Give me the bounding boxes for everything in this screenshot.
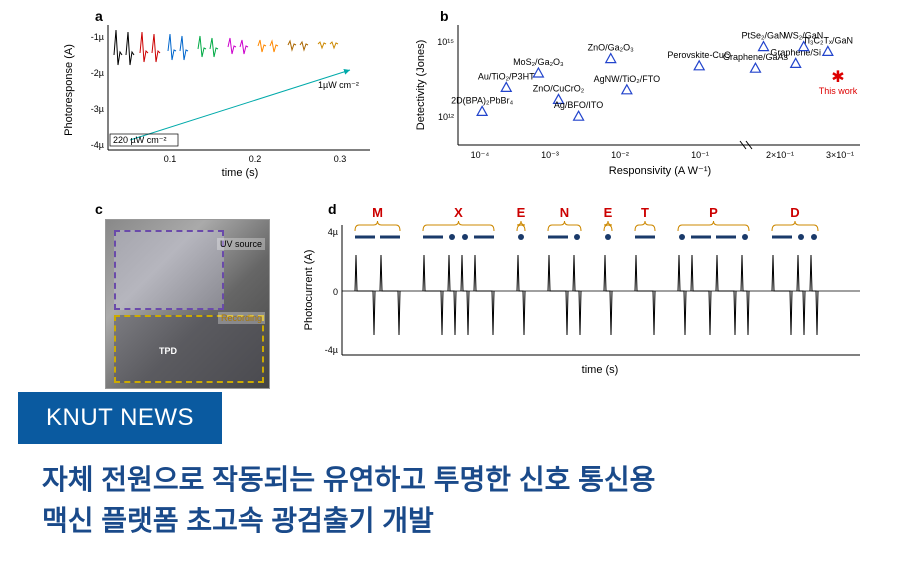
- svg-text:Au/TiO₂/P3HT: Au/TiO₂/P3HT: [478, 71, 535, 81]
- svg-text:-2µ: -2µ: [91, 68, 104, 78]
- headline-line2: 맥신 플랫폼 초고속 광검출기 개발: [42, 501, 655, 542]
- svg-text:MoS₂/Ga₂O₃: MoS₂/Ga₂O₃: [513, 57, 564, 67]
- svg-text:E: E: [517, 205, 526, 220]
- svg-text:D: D: [790, 205, 799, 220]
- panel-c-label: c: [95, 201, 103, 217]
- uv-source-label: UV source: [217, 238, 265, 250]
- recording-label: Recording: [218, 312, 265, 324]
- panel-d-label: d: [328, 201, 337, 217]
- svg-text:4µ: 4µ: [328, 227, 338, 237]
- svg-text:-4µ: -4µ: [325, 345, 338, 355]
- headline: 자체 전원으로 작동되는 유연하고 투명한 신호 통신용 맥신 플랫폼 초고속 …: [42, 460, 655, 541]
- panel-d-chart: 4µ 0 -4µ time (s) Photocurrent (A) M X E N E…: [300, 205, 870, 385]
- svg-text:10⁻²: 10⁻²: [611, 150, 629, 160]
- panel-b: b 10¹² 10¹⁵ 10⁻⁴ 10⁻³ 10⁻² 10⁻¹ 2×10⁻¹ 3…: [410, 10, 870, 180]
- svg-text:10⁻¹: 10⁻¹: [691, 150, 709, 160]
- morse-pulses: MXENETPD: [355, 205, 818, 335]
- svg-text:0: 0: [333, 287, 338, 297]
- annotation-high: 1µW cm⁻²: [318, 80, 359, 90]
- svg-text:N: N: [560, 205, 569, 220]
- svg-text:T: T: [641, 205, 649, 220]
- svg-text:10⁻³: 10⁻³: [541, 150, 559, 160]
- svg-text:E: E: [604, 205, 613, 220]
- svg-text:PtSe₂/GaN: PtSe₂/GaN: [742, 31, 786, 41]
- tpd-label: TPD: [156, 345, 180, 357]
- annotation-low: 220 µW cm⁻²: [113, 135, 166, 145]
- svg-text:Graphene/Si: Graphene/Si: [770, 47, 821, 57]
- svg-text:10¹⁵: 10¹⁵: [437, 37, 454, 47]
- svg-text:M: M: [372, 205, 383, 220]
- svg-text:0.3: 0.3: [334, 154, 347, 164]
- svg-text:Ti₃C₂Tₓ/GaN: Ti₃C₂Tₓ/GaN: [803, 35, 853, 45]
- panel-b-chart: 10¹² 10¹⁵ 10⁻⁴ 10⁻³ 10⁻² 10⁻¹ 2×10⁻¹ 3×1…: [410, 10, 870, 180]
- panel-d-xlabel: time (s): [582, 364, 619, 376]
- panel-d-ylabel: Photocurrent (A): [303, 250, 315, 331]
- svg-text:10¹²: 10¹²: [438, 112, 454, 122]
- svg-text:ZnO/Ga₂O₃: ZnO/Ga₂O₃: [588, 43, 635, 53]
- svg-text:X: X: [454, 205, 463, 220]
- svg-text:This work: This work: [819, 86, 858, 96]
- svg-text:0.1: 0.1: [164, 154, 177, 164]
- panel-a-label: a: [95, 8, 103, 24]
- panel-b-label: b: [440, 8, 449, 24]
- svg-text:-1µ: -1µ: [91, 32, 104, 42]
- this-work-marker: ✱ This work: [819, 69, 858, 96]
- svg-text:2×10⁻¹: 2×10⁻¹: [766, 150, 794, 160]
- news-badge: KNUT NEWS: [18, 392, 222, 444]
- headline-line1: 자체 전원으로 작동되는 유연하고 투명한 신호 통신용: [42, 460, 655, 501]
- svg-text:0.2: 0.2: [249, 154, 262, 164]
- pulse-trains: [114, 30, 338, 65]
- panel-a: a -1µ -2µ -3µ -4µ 0.1 0.2 0.3 time (s) P…: [60, 10, 380, 180]
- svg-text:3×10⁻¹: 3×10⁻¹: [826, 150, 854, 160]
- panel-a-xlabel: time (s): [222, 167, 259, 179]
- panel-d: d 4µ 0 -4µ time (s) Photocurrent (A) MXE…: [300, 205, 870, 385]
- panel-a-chart: -1µ -2µ -3µ -4µ 0.1 0.2 0.3 time (s) Pho…: [60, 10, 380, 180]
- panel-a-ylabel: Photoresponse (A): [63, 44, 75, 136]
- svg-text:ZnO/CuCrO₂: ZnO/CuCrO₂: [533, 83, 585, 93]
- svg-text:10⁻⁴: 10⁻⁴: [471, 150, 490, 160]
- svg-text:Ag/BFO/ITO: Ag/BFO/ITO: [554, 100, 603, 110]
- scatter-points: 2D(BPA)₂PbBr₄ Au/TiO₂/P3HT MoS₂/Ga₂O₃ ZnO/C…: [451, 31, 853, 121]
- svg-text:-4µ: -4µ: [91, 140, 104, 150]
- svg-text:✱: ✱: [831, 69, 844, 86]
- svg-text:Perovskite-CuO: Perovskite-CuO: [667, 50, 731, 60]
- panel-c: c UV source Recording TPD: [60, 205, 270, 385]
- panel-c-photo: UV source Recording TPD: [105, 219, 270, 389]
- svg-text:AgNW/TiO₂/FTO: AgNW/TiO₂/FTO: [594, 74, 661, 84]
- panel-b-xlabel: Responsivity (A W⁻¹): [609, 165, 711, 177]
- svg-text:P: P: [709, 205, 718, 220]
- svg-text:-3µ: -3µ: [91, 104, 104, 114]
- figure-area: a -1µ -2µ -3µ -4µ 0.1 0.2 0.3 time (s) P…: [40, 10, 880, 410]
- panel-b-ylabel: Detectivity (Jones): [415, 40, 427, 130]
- svg-text:2D(BPA)₂PbBr₄: 2D(BPA)₂PbBr₄: [451, 95, 513, 105]
